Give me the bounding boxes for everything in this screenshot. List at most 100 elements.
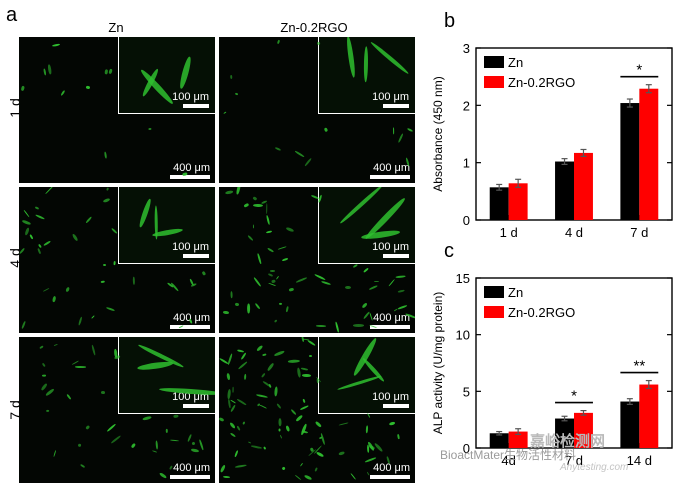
legend-swatch [484,306,504,318]
cell-mark [397,133,404,144]
cell-mark [274,319,278,323]
bar-zn [620,103,640,220]
cell-mark [320,432,326,445]
micrograph-inset: 100 μm [118,337,215,414]
cell-mark [314,467,319,473]
cell-mark [314,421,322,429]
cell-mark [251,445,262,449]
cell-mark [222,111,227,115]
panel-c-label: c [444,240,454,262]
cell-mark [361,302,368,309]
cell-mark [299,462,304,467]
cell-mark [53,449,57,458]
cell-mark [407,127,414,133]
cell-mark [101,391,106,395]
cell-mark [234,449,239,458]
cell-mark [226,372,231,381]
cell-mark [281,257,289,262]
bar-zn [555,418,574,448]
scale-bar-main: 400 μm [370,162,410,179]
cell-mark [143,416,153,421]
micrograph-inset: 100 μm [118,37,215,114]
y-axis-label: ALP activity (U/mg protein) [431,292,445,435]
cell-mark [252,204,264,208]
watermark-url: Anytesting.com [560,462,629,473]
cell-mark [339,187,384,225]
cell-mark [294,150,306,159]
cell-mark [52,296,57,304]
micrograph-inset: 100 μm [318,337,415,414]
cell-mark [299,405,309,411]
cell-mark [230,291,233,299]
column-title-zn-rgo: Zn-0.2RGO [280,20,348,35]
panel-b-label: b [444,10,456,32]
cell-mark [315,325,326,328]
x-tick-label: 4d [501,453,515,468]
cell-mark [288,287,294,292]
legend-label: Zn [508,55,523,70]
cell-mark [284,305,289,313]
cell-mark [227,389,231,400]
cell-mark [265,214,270,225]
cell-mark [232,387,234,393]
cell-mark [229,75,233,80]
cell-mark [334,321,340,333]
cell-mark [274,386,278,397]
cell-mark [21,320,26,329]
cell-mark [361,228,401,241]
micrograph-zn-1d: 100 μm 400 μm [19,37,215,183]
cell-mark [395,275,406,279]
cell-mark [224,190,234,195]
cell-mark [38,344,44,350]
cell-mark [257,253,263,265]
cell-mark [106,306,116,312]
cell-mark [41,362,46,367]
x-tick-label: 1 d [500,225,518,240]
cell-mark [108,68,114,75]
cell-mark [42,68,47,77]
cell-mark [111,227,118,234]
cell-mark [102,197,111,204]
cell-mark [255,345,264,353]
cell-mark [133,276,136,285]
cell-mark [290,408,297,416]
cell-mark [267,272,274,277]
cell-mark [53,343,58,347]
cell-mark [278,245,287,250]
cell-mark [172,415,179,419]
scale-bar-inset: 100 μm [172,91,209,108]
cell-mark [304,473,313,481]
cell-mark [104,68,108,74]
significance-star: ** [633,358,645,375]
cell-mark [244,202,250,208]
micrograph-zn-4d: 100 μm 400 μm [19,187,215,333]
cell-mark [178,56,193,90]
bar-zn-0-2rgo [639,88,659,220]
cell-mark [308,354,313,357]
cell-mark [315,451,324,459]
cell-mark [350,473,357,481]
cell-mark [252,224,254,229]
cell-mark [190,448,200,453]
bar-zn-0-2rgo [574,152,593,220]
scale-bar-main: 400 μm [370,462,410,479]
legend-swatch [484,76,504,88]
chart-b-absorbance: 0 1 2 3 Absorbance (450 nm) 1 d 4 d 7 d * Zn Zn-0.… [431,41,673,240]
cell-mark [294,414,303,423]
cell-mark [304,157,313,167]
scale-bar-main: 400 μm [170,162,210,179]
column-title-zn: Zn [108,20,124,35]
legend-label: Zn-0.2RGO [508,75,575,90]
cell-mark [368,285,378,291]
cell-mark [336,374,382,391]
cell-mark [66,393,72,400]
cell-mark [191,441,196,446]
bar-zn-0-2rgo [508,431,528,448]
cell-mark [288,359,301,363]
x-tick-label: 7 d [630,225,648,240]
scale-bar-inset: 100 μm [372,241,409,258]
cell-mark [79,463,86,469]
cell-mark [278,428,281,432]
cell-mark [106,423,116,432]
cell-mark [38,243,43,248]
